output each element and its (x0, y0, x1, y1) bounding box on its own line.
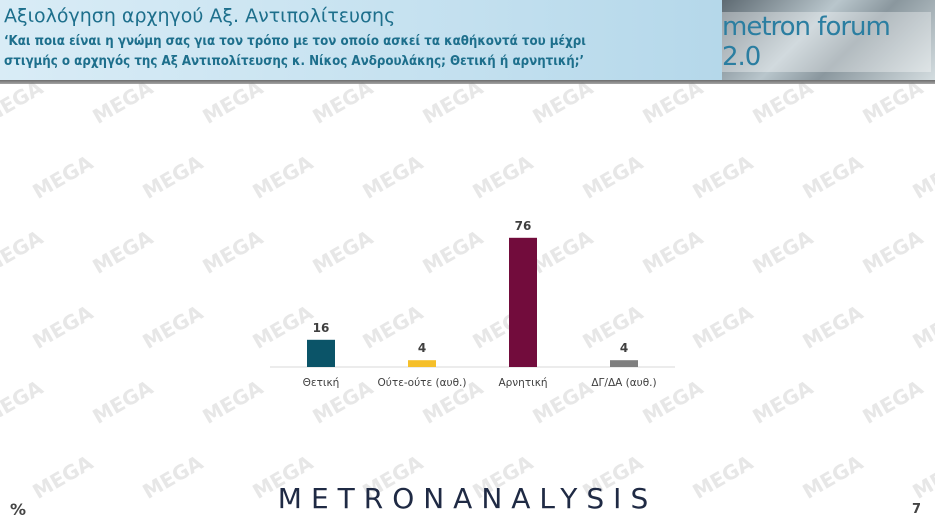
category-label: ΔΓ/ΔΑ (αυθ.) (591, 377, 656, 389)
data-label: 76 (515, 219, 532, 233)
category-label: Θετική (303, 377, 340, 389)
data-label: 16 (313, 321, 330, 335)
bar (408, 360, 436, 367)
header-divider (0, 80, 935, 84)
page-number: 7 (911, 502, 921, 517)
bar (610, 360, 638, 367)
category-label: Αρνητική (498, 377, 547, 389)
metron-analysis-logo: METRONANALYSIS (277, 482, 658, 515)
bar (307, 339, 335, 367)
data-label: 4 (418, 341, 426, 355)
unit-label: % (10, 500, 27, 519)
question-text: ‘Και ποια είναι η γνώμη σας για τον τρόπ… (4, 34, 586, 69)
data-label: 4 (620, 341, 628, 355)
bar (509, 237, 537, 367)
page-title: Αξιολόγηση αρχηγού Αξ. Αντιπολίτευσης (4, 5, 396, 27)
metron-forum-logo: metron forum 2.0 (722, 0, 935, 80)
logo-text: metron forum 2.0 (722, 12, 931, 72)
category-label: Ούτε-ούτε (αυθ.) (378, 377, 467, 389)
